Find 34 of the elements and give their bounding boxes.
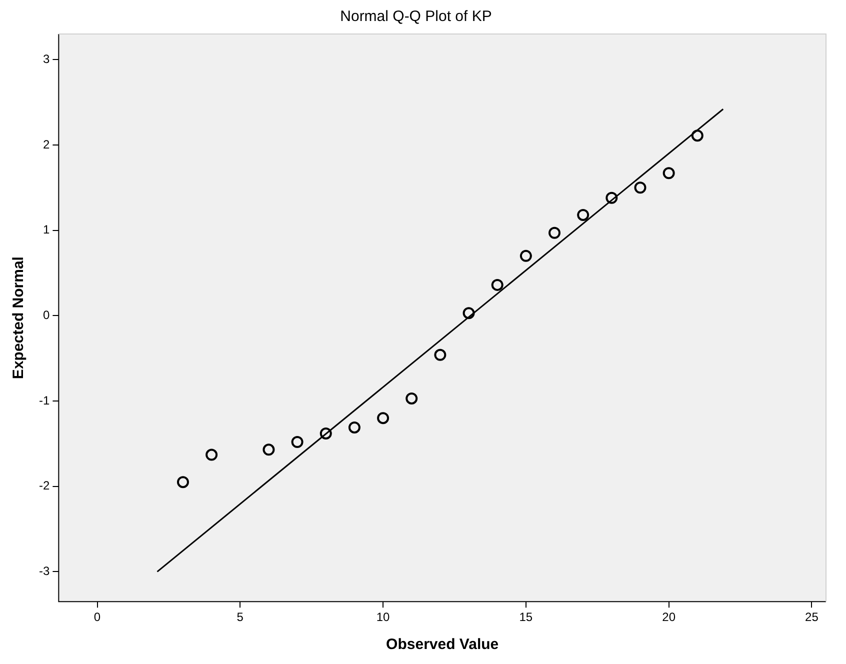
point	[348, 421, 360, 434]
point	[491, 278, 504, 291]
x-tick-label: 25	[805, 610, 819, 624]
point	[577, 208, 590, 221]
y-tick-label: -3	[39, 564, 50, 578]
y-tick-label: 3	[42, 52, 50, 66]
point	[406, 392, 418, 404]
point	[262, 444, 275, 456]
point	[462, 307, 475, 320]
x-tick-label: 5	[236, 610, 244, 624]
y-tick-label: -2	[39, 478, 50, 493]
point	[691, 130, 704, 142]
x-axis-title: Observed Value	[386, 636, 499, 654]
x-tick-label: 20	[662, 610, 676, 624]
y-tick-label: 1	[42, 222, 50, 237]
point	[662, 167, 675, 180]
point	[291, 436, 304, 448]
x-tick-label: 10	[376, 610, 390, 624]
y-axis-title: Expected Normal	[10, 256, 28, 380]
x-tick-label: 0	[94, 610, 101, 624]
x-tick-label: 15	[519, 610, 533, 624]
point	[206, 448, 218, 461]
point	[176, 476, 189, 488]
point	[320, 427, 332, 440]
point	[606, 192, 618, 204]
point	[548, 226, 561, 239]
point	[634, 182, 646, 194]
chart-title: Normal Q-Q Plot of KP	[340, 8, 492, 26]
point	[377, 412, 390, 424]
point	[434, 348, 446, 361]
y-tick-label: 2	[42, 137, 50, 152]
y-tick-label: 0	[42, 308, 50, 322]
point	[520, 250, 532, 262]
y-tick-label: -1	[39, 393, 50, 408]
